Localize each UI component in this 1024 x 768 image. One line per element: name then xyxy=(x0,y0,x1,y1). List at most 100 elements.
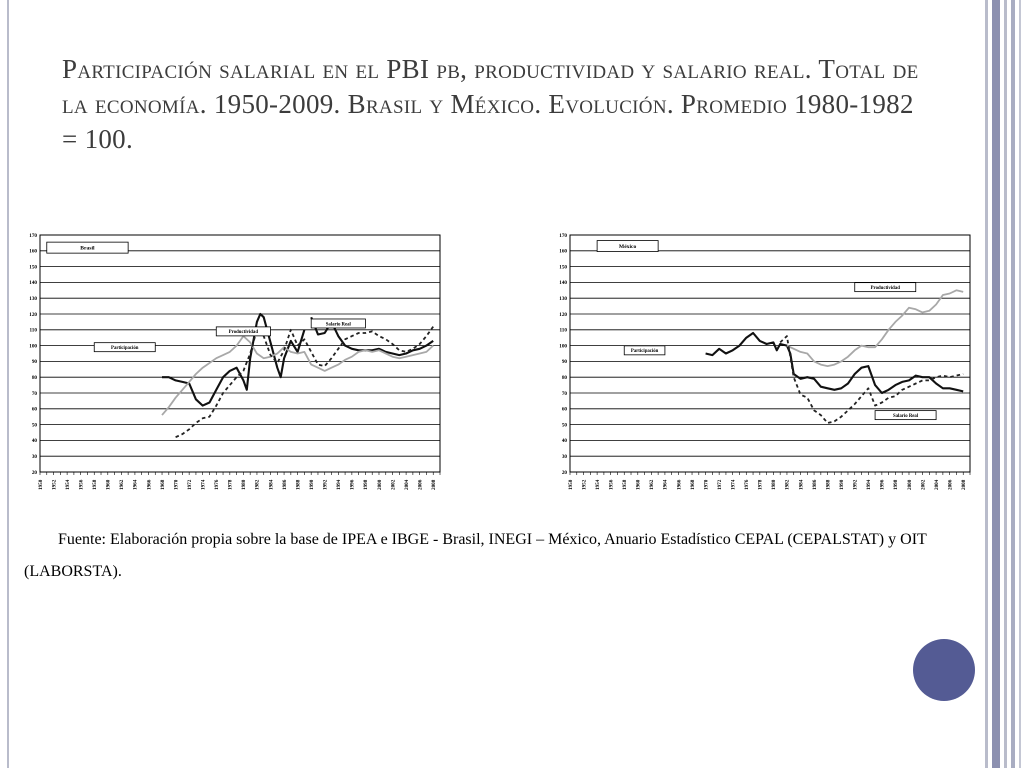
x-tick-label: 1968 xyxy=(690,479,696,490)
decorative-strip xyxy=(1011,0,1015,768)
y-tick-label: 80 xyxy=(562,375,568,381)
annotation-box xyxy=(215,326,271,337)
x-tick-label: 1966 xyxy=(676,479,682,490)
y-tick-label: 60 xyxy=(562,407,568,413)
x-tick-label: 1976 xyxy=(214,479,220,490)
x-tick-label: 1954 xyxy=(65,479,71,490)
y-tick-label: 90 xyxy=(32,359,38,365)
y-tick-label: 20 xyxy=(32,470,38,476)
chart-mexico: 20 30 40 50 60 70 80 90 100 110 120 130 140 150 160 170… xyxy=(559,233,971,490)
x-tick-label: 1960 xyxy=(106,479,112,490)
x-tick-label: 1982 xyxy=(255,479,261,490)
x-tick-label: 1956 xyxy=(608,479,614,490)
x-tick-label: 2000 xyxy=(377,479,383,490)
chart-title: Brasil xyxy=(80,246,95,252)
x-tick-label: 2004 xyxy=(404,479,410,490)
x-tick-label: 1954 xyxy=(595,479,601,490)
series-line-productividad xyxy=(786,289,964,367)
y-tick-label: 30 xyxy=(562,454,568,460)
annotation-label: Salario Real xyxy=(893,414,919,419)
x-tick-label: 1978 xyxy=(228,479,234,490)
y-tick-label: 50 xyxy=(32,422,38,428)
x-tick-label: 1962 xyxy=(649,479,655,490)
x-tick-label: 1980 xyxy=(771,479,777,490)
x-tick-label: 2002 xyxy=(390,479,396,490)
x-tick-label: 1998 xyxy=(893,479,899,490)
x-tick-label: 1984 xyxy=(268,479,274,490)
x-tick-label: 1996 xyxy=(350,479,356,490)
y-tick-label: 30 xyxy=(32,454,38,460)
y-tick-label: 130 xyxy=(559,296,567,302)
annotation-label: Participación xyxy=(111,346,139,351)
x-tick-label: 2004 xyxy=(934,479,940,490)
x-tick-label: 2008 xyxy=(431,479,437,490)
annotation-box xyxy=(310,318,366,329)
x-tick-label: 1952 xyxy=(51,479,57,490)
series-line-salario-real xyxy=(175,326,434,439)
x-tick-label: 1952 xyxy=(581,479,587,490)
x-tick-label: 2008 xyxy=(961,479,967,490)
x-tick-label: 1992 xyxy=(853,479,859,490)
x-tick-label: 1972 xyxy=(187,479,193,490)
y-tick-label: 40 xyxy=(562,438,568,444)
x-tick-label: 1986 xyxy=(282,479,288,490)
series-line-participacion xyxy=(162,312,306,407)
x-tick-label: 1998 xyxy=(363,479,369,490)
x-tick-label: 1990 xyxy=(839,479,845,490)
source-note: Fuente: Elaboración propia sobre la base… xyxy=(24,524,994,588)
x-tick-label: 1978 xyxy=(758,479,764,490)
x-tick-label: 1950 xyxy=(568,479,574,490)
x-tick-label: 1972 xyxy=(717,479,723,490)
y-tick-label: 110 xyxy=(30,328,38,334)
y-tick-label: 120 xyxy=(29,312,37,318)
y-tick-label: 110 xyxy=(560,328,568,334)
y-tick-label: 100 xyxy=(29,343,37,349)
y-tick-label: 150 xyxy=(29,264,37,270)
series-line-participacion xyxy=(705,331,964,395)
y-tick-label: 120 xyxy=(559,312,567,318)
x-tick-label: 1996 xyxy=(880,479,886,490)
y-tick-label: 150 xyxy=(559,264,567,270)
y-tick-label: 70 xyxy=(562,391,568,397)
y-tick-label: 60 xyxy=(32,407,38,413)
annotation-box xyxy=(93,342,156,353)
x-tick-label: 1964 xyxy=(663,479,669,490)
x-tick-label: 1980 xyxy=(241,479,247,490)
x-tick-label: 1988 xyxy=(825,479,831,490)
chart-title-box xyxy=(596,240,659,252)
x-tick-label: 1964 xyxy=(133,479,139,490)
x-tick-label: 2000 xyxy=(907,479,913,490)
decorative-strip xyxy=(992,0,1000,768)
x-tick-label: 1950 xyxy=(38,479,44,490)
chart-title-box xyxy=(46,241,129,254)
x-tick-label: 1976 xyxy=(744,479,750,490)
y-tick-label: 100 xyxy=(559,343,567,349)
y-tick-label: 160 xyxy=(29,249,37,255)
chart-brasil: 20 30 40 50 60 70 80 90 100 110 120 130 140 150 160 170… xyxy=(29,233,441,490)
decorative-strip xyxy=(985,0,988,768)
annotation-label: Participación xyxy=(631,349,659,354)
y-tick-label: 70 xyxy=(32,391,38,397)
x-tick-label: 1956 xyxy=(78,479,84,490)
x-tick-label: 2002 xyxy=(920,479,926,490)
x-tick-label: 1988 xyxy=(295,479,301,490)
x-tick-label: 2006 xyxy=(947,479,953,490)
x-tick-label: 1966 xyxy=(146,479,152,490)
decorative-strip xyxy=(1004,0,1007,768)
annotation-label: Productividad xyxy=(871,286,901,291)
annotation-label: Salario Real xyxy=(326,322,352,327)
x-tick-label: 1970 xyxy=(703,479,709,490)
plot-frame xyxy=(39,234,441,473)
y-tick-label: 140 xyxy=(29,280,37,286)
x-tick-label: 1994 xyxy=(866,479,872,490)
accent-dot xyxy=(913,639,975,701)
x-tick-label: 1958 xyxy=(622,479,628,490)
x-tick-label: 1960 xyxy=(636,479,642,490)
series-line-salario-real xyxy=(779,335,964,424)
annotation-box xyxy=(874,410,937,421)
y-tick-label: 130 xyxy=(29,296,37,302)
x-tick-label: 1974 xyxy=(201,479,207,490)
slide-title: Participación salarial en el PBI pb, pro… xyxy=(62,54,919,154)
x-tick-label: 1958 xyxy=(92,479,98,490)
y-tick-label: 50 xyxy=(562,422,568,428)
